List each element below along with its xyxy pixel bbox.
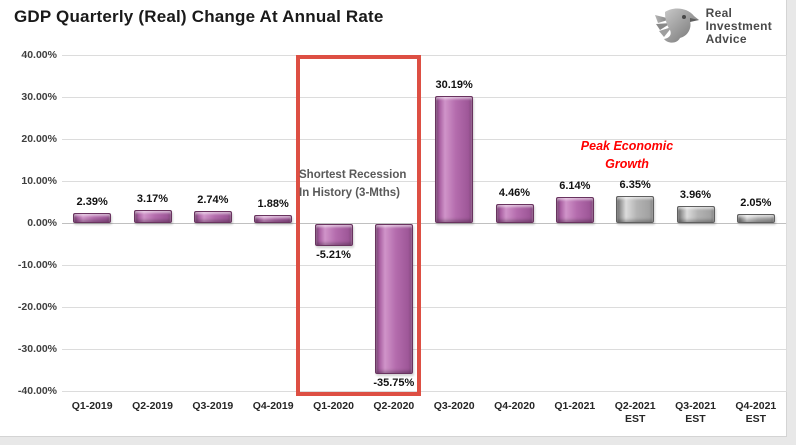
recession-highlight-box xyxy=(296,55,421,396)
plot-right-border xyxy=(786,55,787,391)
recession-annotation: Shortest Recession In History (3-Mths) xyxy=(299,166,419,202)
x-axis-tick-label: Q3-2019 xyxy=(192,400,234,412)
bar-value-label: 3.96% xyxy=(679,189,712,202)
bar-value-label: 3.17% xyxy=(136,192,169,205)
recession-annotation-line-2: In History (3-Mths) xyxy=(299,187,400,199)
brand-line-1: Real xyxy=(705,5,733,20)
x-axis-tick-label: Q3-2021 EST xyxy=(675,400,716,425)
x-axis-tick-label: Q4-2019 xyxy=(252,400,294,412)
peak-growth-line-1: Peak Economic xyxy=(580,139,674,153)
y-gridline xyxy=(62,223,787,224)
y-gridline xyxy=(62,97,787,98)
y-gridline xyxy=(62,55,787,56)
bar-value-label: 30.19% xyxy=(435,79,473,92)
bar-q1-2019 xyxy=(73,212,112,223)
bar-value-label: 4.46% xyxy=(498,187,531,200)
bar-q2-2019 xyxy=(133,209,172,223)
bar-value-label: 2.05% xyxy=(740,197,772,210)
bar-q3-2021 xyxy=(676,206,715,223)
y-axis-tick-label: 0.00% xyxy=(27,217,57,229)
y-axis-tick-label: 30.00% xyxy=(21,91,57,103)
bar-value-label: 2.39% xyxy=(76,195,108,208)
bar-value-label: 6.14% xyxy=(559,180,591,193)
chart-canvas: GDP Quarterly (Real) Change At Annual Ra… xyxy=(0,0,787,437)
brand-line-3: Advice xyxy=(705,31,747,46)
y-axis-tick-label: -30.00% xyxy=(17,343,57,355)
bar-q4-2020 xyxy=(495,204,534,223)
bar-q2-2020 xyxy=(374,224,413,375)
brand-name: Real Investment Advice xyxy=(705,5,772,46)
y-gridline xyxy=(62,139,787,140)
brand-line-2: Investment xyxy=(705,18,772,33)
x-axis-tick-label: Q4-2020 xyxy=(494,400,535,412)
y-gridline xyxy=(62,307,787,308)
x-axis-tick-label: Q1-2019 xyxy=(71,400,113,412)
x-axis-tick-label: Q4-2021 EST xyxy=(735,400,777,425)
bar-q3-2020 xyxy=(435,96,474,223)
y-gridline xyxy=(62,265,787,266)
y-gridline xyxy=(62,181,787,182)
eagle-icon xyxy=(654,8,699,43)
bar-q1-2020 xyxy=(314,224,353,246)
brand-logo: Real Investment Advice xyxy=(654,6,772,46)
bar-q4-2021 xyxy=(736,214,775,223)
y-axis-tick-label: 10.00% xyxy=(21,175,57,187)
y-axis-tick-label: 20.00% xyxy=(21,133,57,145)
y-axis-tick-label: -10.00% xyxy=(17,259,57,271)
x-axis-tick-label: Q3-2020 xyxy=(433,400,475,412)
y-axis-tick-label: -40.00% xyxy=(17,385,57,397)
recession-annotation-line-1: Shortest Recession xyxy=(299,169,407,181)
x-axis-tick-label: Q2-2020 xyxy=(373,400,415,412)
bar-value-label: -35.75% xyxy=(373,377,415,390)
chart-title: GDP Quarterly (Real) Change At Annual Ra… xyxy=(14,7,384,26)
peak-growth-line-2: Growth xyxy=(605,157,649,171)
bar-value-label: -5.21% xyxy=(316,248,351,261)
bar-value-label: 2.74% xyxy=(197,194,229,207)
bar-q1-2021 xyxy=(555,197,594,223)
x-axis-tick-label: Q2-2021 EST xyxy=(614,400,656,425)
y-gridline xyxy=(62,391,787,392)
y-axis-tick-label: -20.00% xyxy=(17,301,57,313)
y-axis-tick-label: 40.00% xyxy=(21,49,57,61)
bar-value-label: 6.35% xyxy=(619,179,651,192)
peak-growth-annotation: Peak Economic Growth xyxy=(557,137,697,173)
bar-value-label: 1.88% xyxy=(257,198,289,211)
x-axis-tick-label: Q2-2019 xyxy=(132,400,173,412)
x-axis-tick-label: Q1-2021 xyxy=(554,400,596,412)
bar-q3-2019 xyxy=(193,211,232,223)
y-gridline xyxy=(62,349,787,350)
bar-q4-2019 xyxy=(254,215,293,223)
bar-q2-2021 xyxy=(616,196,655,223)
x-axis-tick-label: Q1-2020 xyxy=(313,400,354,412)
